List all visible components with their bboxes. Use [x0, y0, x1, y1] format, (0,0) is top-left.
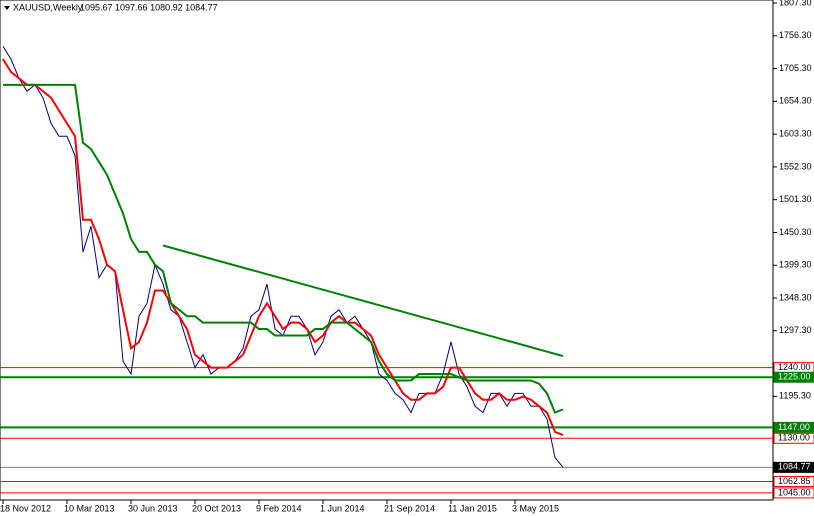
x-tick-label: 20 Oct 2013	[192, 503, 241, 513]
x-tick-label: 3 May 2015	[512, 503, 559, 513]
y-tick-label: 1705.30	[779, 63, 812, 73]
y-tick-label: 1654.30	[779, 96, 812, 106]
level-label: 1240.00	[778, 362, 811, 372]
y-tick-label: 1807.30	[779, 0, 812, 7]
level-label-box	[773, 475, 814, 487]
series-line	[3, 83, 564, 414]
y-tick-label: 1399.30	[779, 260, 812, 270]
y-tick-label: 1603.30	[779, 129, 812, 139]
x-tick-label: 30 Jun 2013	[128, 503, 178, 513]
y-tick-label: 1756.30	[779, 30, 812, 40]
level-label: 1084.77	[778, 462, 811, 472]
y-tick-label: 1195.30	[779, 391, 811, 401]
level-label: 1062.85	[778, 476, 811, 486]
series-line	[2, 58, 564, 437]
level-label-box	[773, 421, 814, 433]
y-tick-label: 1501.30	[779, 194, 812, 204]
y-tick-label: 1297.30	[779, 325, 812, 335]
y-tick-label: 1552.30	[779, 161, 812, 171]
trendline	[162, 244, 564, 358]
level-label: 1225.00	[778, 372, 811, 382]
x-tick-label: 9 Feb 2014	[256, 503, 302, 513]
level-label-box	[773, 461, 814, 473]
level-label: 1147.00	[778, 422, 810, 432]
x-tick-label: 11 Jan 2015	[448, 503, 497, 513]
x-tick-label: 21 Sep 2014	[384, 503, 435, 513]
symbol: XAUUSD,Weekly	[13, 2, 83, 12]
ohlc: 1095.67 1097.66 1080.92 1084.77	[80, 2, 218, 12]
x-tick-label: 10 Mar 2013	[64, 503, 115, 513]
x-tick-label: 1 Jun 2014	[320, 503, 365, 513]
level-label-box	[773, 371, 814, 383]
level-label-box	[773, 487, 814, 499]
y-tick-label: 1450.30	[779, 227, 812, 237]
menu-arrow	[4, 6, 10, 10]
level-label: 1045.00	[778, 487, 811, 497]
x-tick-label: 18 Nov 2012	[0, 503, 51, 513]
y-tick-label: 1348.30	[779, 292, 812, 302]
level-label-box	[773, 432, 814, 444]
plot-frame	[0, 0, 774, 501]
level-label: 1130.00	[778, 433, 810, 443]
